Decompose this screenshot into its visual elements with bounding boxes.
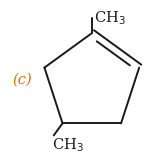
Text: (c): (c): [12, 73, 32, 87]
Text: CH$_3$: CH$_3$: [94, 9, 126, 27]
Text: CH$_3$: CH$_3$: [52, 136, 84, 154]
